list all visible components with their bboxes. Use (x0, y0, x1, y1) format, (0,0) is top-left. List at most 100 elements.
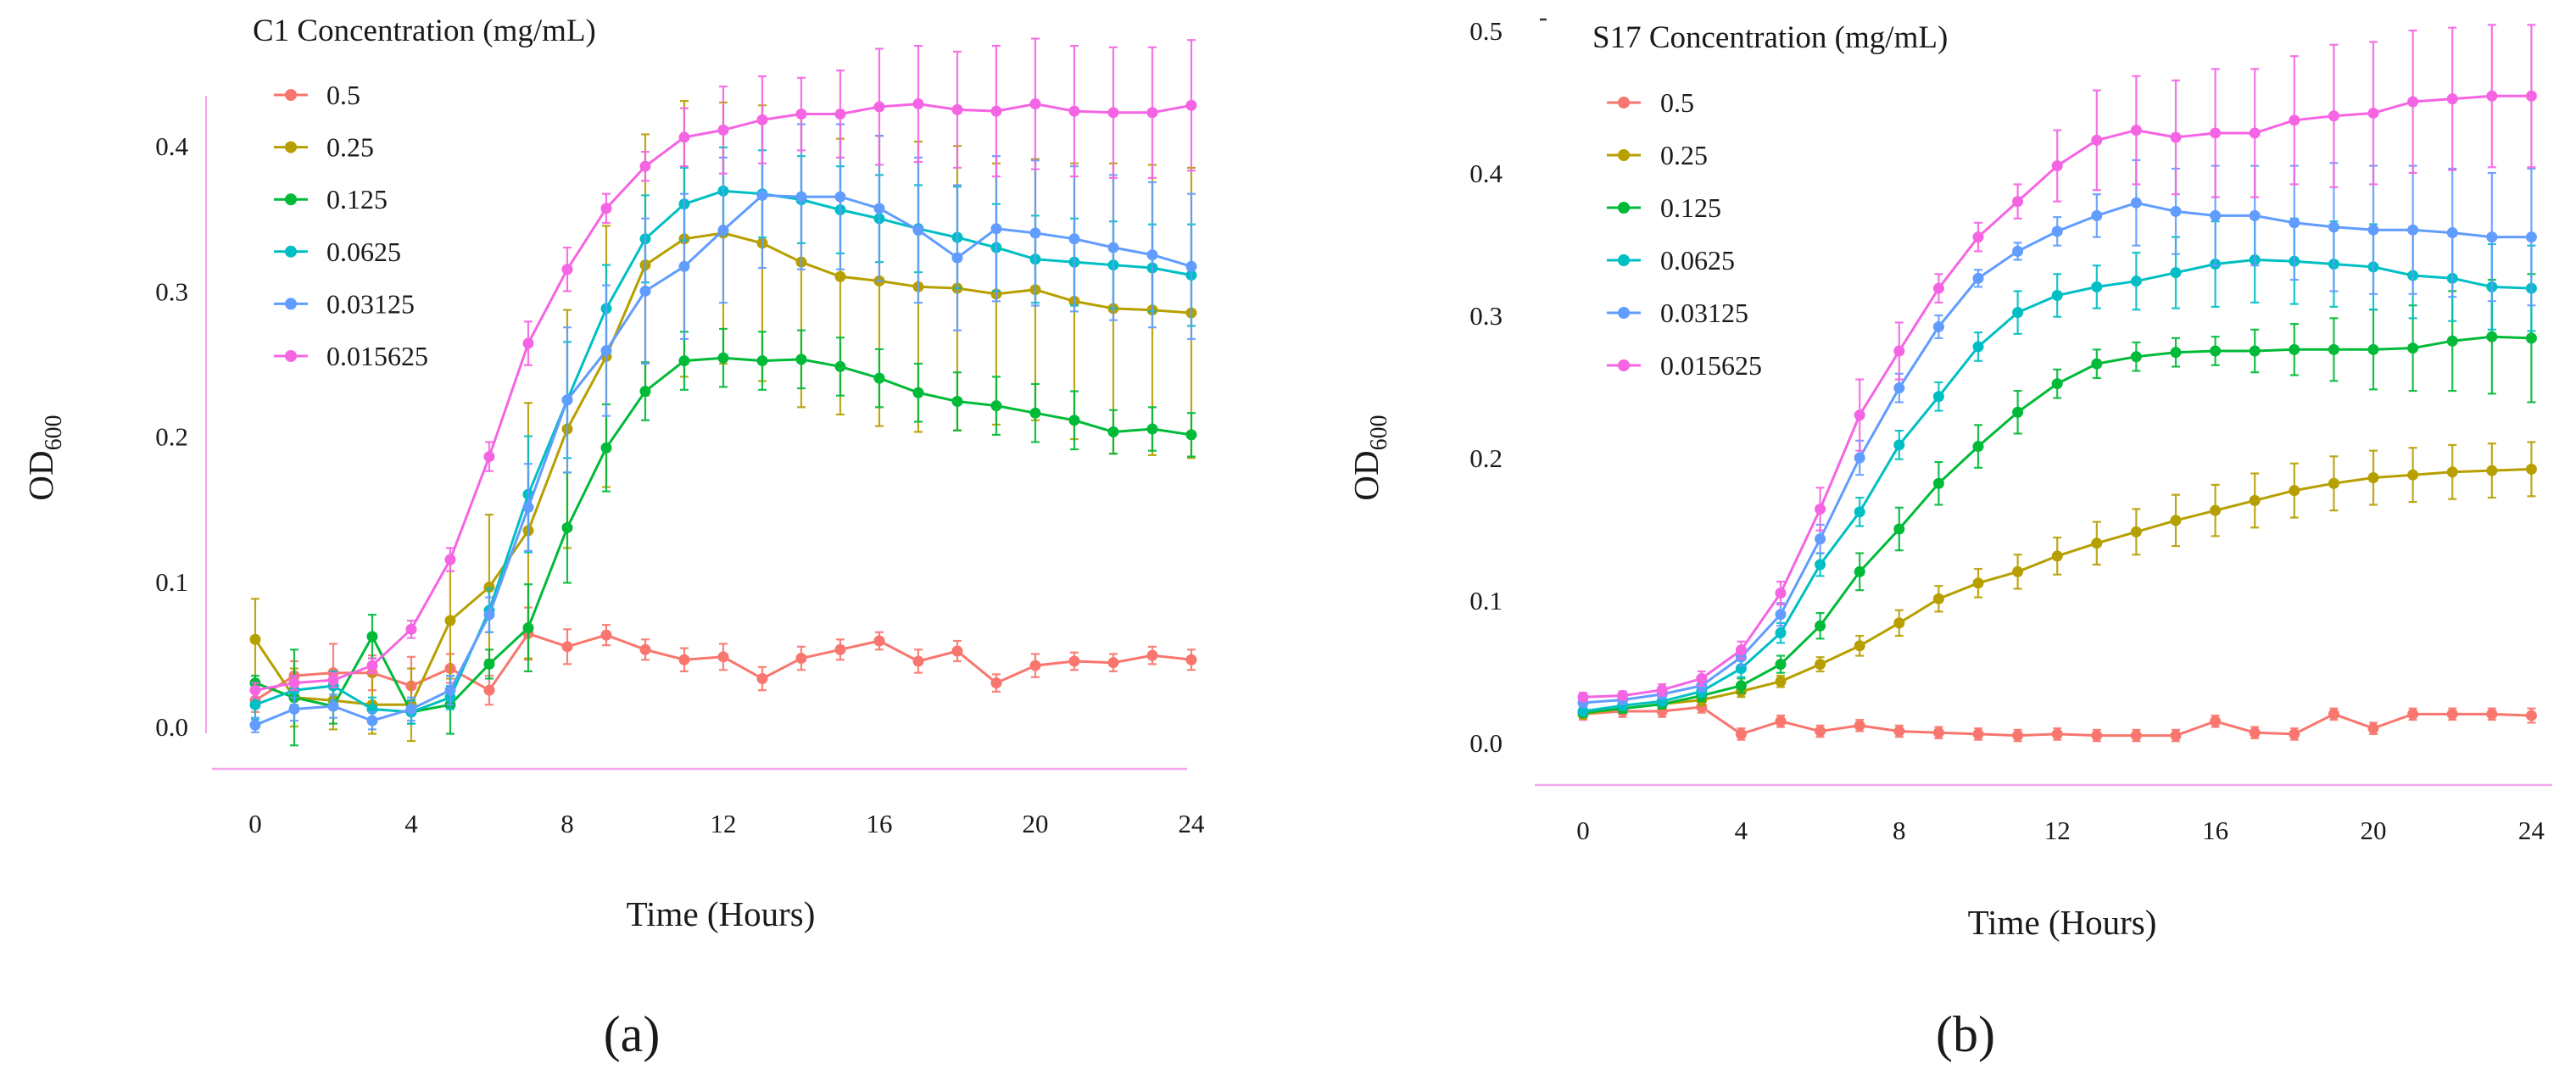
data-point (717, 124, 729, 136)
data-point (2289, 728, 2300, 740)
data-point (1932, 593, 1944, 604)
data-point (1068, 233, 1080, 245)
data-point (1029, 98, 1041, 110)
data-point (1893, 726, 1905, 738)
legend-swatch-dot (285, 89, 297, 101)
legend-label: 0.125 (326, 184, 388, 214)
data-point (2289, 114, 2300, 126)
data-point (249, 719, 261, 731)
x-tick-label: 20 (1023, 809, 1049, 838)
data-point (1775, 627, 1787, 639)
data-point (2446, 466, 2458, 478)
data-point (2210, 345, 2222, 357)
data-point (2170, 267, 2182, 279)
data-point (1932, 320, 1944, 332)
data-point (2170, 205, 2182, 217)
legend-swatch-dot (285, 193, 297, 206)
data-point (2012, 406, 2024, 418)
data-point (2210, 715, 2222, 727)
data-point (2328, 708, 2339, 720)
data-point (1068, 105, 1080, 117)
data-point (1815, 726, 1826, 738)
data-point (2289, 217, 2300, 229)
legend-swatch-dot (1618, 359, 1630, 371)
x-tick-label: 24 (1179, 809, 1206, 838)
data-point (1972, 341, 1984, 353)
data-point (2525, 710, 2537, 721)
y-tick-label: 0.0 (155, 712, 188, 742)
data-point (327, 674, 339, 686)
data-point (1185, 260, 1197, 272)
legend-title: S17 Concentration (mg/mL) (1592, 20, 1948, 55)
data-point (1815, 503, 1826, 515)
data-point (1893, 523, 1905, 535)
legend-label: 0.25 (1660, 140, 1708, 170)
data-point (1577, 705, 1589, 717)
data-point (873, 372, 885, 384)
data-point (1617, 690, 1629, 702)
data-point (834, 270, 846, 282)
data-point (1185, 654, 1197, 665)
data-point (990, 677, 1002, 689)
data-point (1146, 249, 1158, 261)
data-point (2407, 224, 2419, 236)
data-point (2091, 209, 2103, 221)
data-point (2249, 127, 2261, 139)
data-point (1893, 439, 1905, 451)
y-axis-title-main: OD (1347, 450, 1386, 500)
y-tick-label: 0.2 (155, 422, 188, 452)
data-point (561, 264, 573, 276)
series-0_125 (249, 327, 1197, 747)
data-point (2210, 504, 2222, 516)
data-point (2051, 225, 2063, 237)
x-tick-label: 12 (711, 809, 737, 838)
legend-swatch-dot (285, 141, 297, 153)
legend-swatch-dot (285, 350, 297, 362)
x-tick-label: 12 (2044, 816, 2071, 845)
data-point (2289, 485, 2300, 497)
data-point (1735, 680, 1747, 692)
data-point (990, 400, 1002, 412)
data-point (561, 521, 573, 533)
series-0_015625 (249, 37, 1197, 699)
data-point (2486, 465, 2498, 476)
data-point (1068, 655, 1080, 667)
data-point (1972, 272, 1984, 284)
data-point (2012, 307, 2024, 319)
data-point (2091, 281, 2103, 292)
data-point (2130, 197, 2142, 209)
x-tick-label: 8 (560, 809, 574, 838)
data-point (1146, 107, 1158, 119)
data-point (366, 660, 378, 671)
data-point (912, 98, 924, 110)
y-tick-label: 0.0 (1469, 728, 1503, 758)
data-point (678, 654, 690, 665)
data-point (2091, 730, 2103, 742)
y-axis-title-subscript: 600 (41, 415, 67, 450)
data-point (951, 645, 963, 657)
data-point (1854, 565, 1865, 577)
data-point (873, 101, 885, 113)
series-0_25 (1577, 441, 2537, 720)
data-point (639, 285, 651, 297)
data-point (990, 105, 1002, 117)
data-point (2051, 728, 2063, 740)
data-point (2486, 708, 2498, 720)
legend-label: 0.0625 (1660, 245, 1735, 276)
data-point (717, 224, 729, 236)
data-point (2091, 134, 2103, 146)
data-point (1972, 728, 1984, 740)
data-point (1932, 477, 1944, 489)
data-point (678, 131, 690, 143)
data-point (678, 260, 690, 272)
data-point (639, 160, 651, 172)
data-point (2091, 358, 2103, 370)
legend-swatch-dot (1618, 202, 1630, 214)
data-point (522, 337, 534, 349)
data-point (1893, 382, 1905, 394)
data-point (1735, 728, 1747, 740)
data-point (1185, 429, 1197, 441)
data-point (483, 582, 495, 593)
data-point (2130, 125, 2142, 136)
data-point (1107, 107, 1119, 119)
